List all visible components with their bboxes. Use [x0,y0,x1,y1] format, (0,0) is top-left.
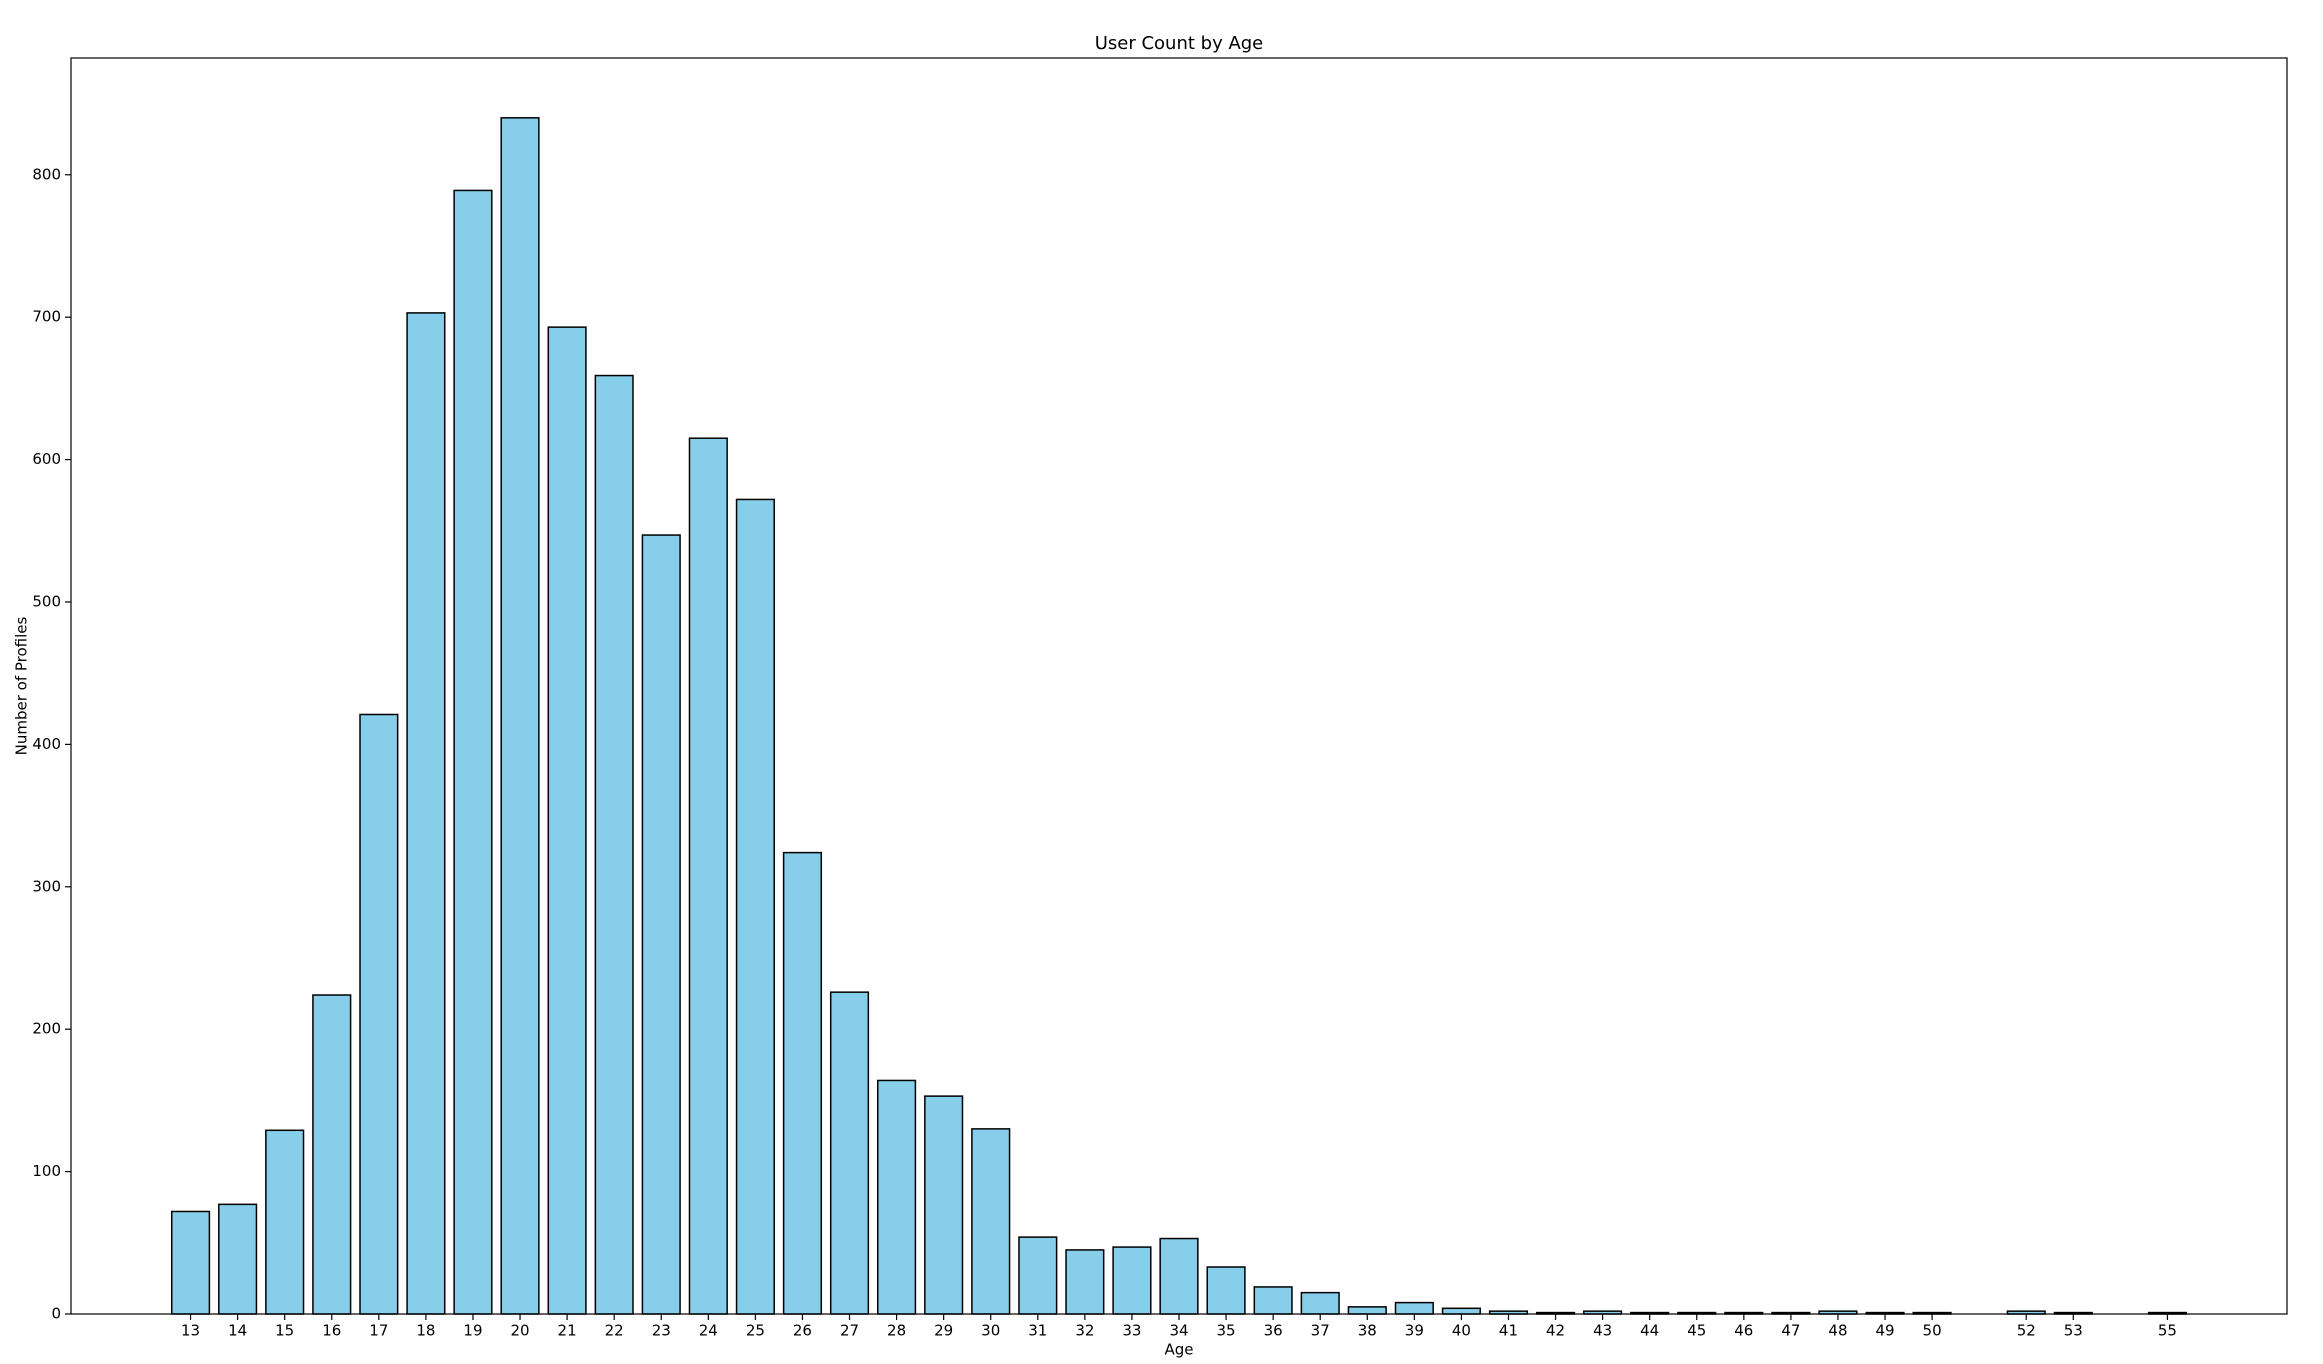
x-tick-label: 30 [981,1322,1000,1340]
bar [829,991,870,1315]
y-tick-label: 700 [32,308,61,326]
x-tick-label: 34 [1169,1322,1188,1340]
bar [1206,1266,1246,1315]
y-tick-label: 600 [32,450,61,468]
x-tick-label: 20 [510,1322,529,1340]
bar [735,498,775,1315]
x-tick-label: 50 [1923,1322,1942,1340]
bar [1347,1306,1387,1315]
bar [1159,1237,1199,1315]
bar [453,189,493,1315]
x-tick-label: 23 [652,1322,671,1340]
y-tick-label: 200 [32,1020,61,1038]
x-tick-label: 45 [1687,1322,1706,1340]
bar [218,1203,258,1315]
bar [170,1210,211,1315]
y-tick-label: 400 [32,735,61,753]
bar [547,326,587,1315]
bar [1441,1307,1481,1315]
y-tick-label: 100 [32,1162,61,1180]
x-tick-label: 36 [1264,1322,1283,1340]
x-tick-label: 55 [2158,1322,2177,1340]
bar [406,312,446,1315]
y-tick-label: 300 [32,877,61,895]
x-tick-label: 33 [1122,1322,1141,1340]
bar [1300,1291,1340,1315]
x-tick-label: 49 [1875,1322,1894,1340]
plot-frame [70,57,2288,1315]
bar [1112,1246,1152,1315]
y-tick-label: 0 [51,1305,61,1323]
x-tick-label: 13 [181,1322,200,1340]
bar [265,1129,305,1315]
bar [877,1079,917,1315]
x-tick-label: 21 [558,1322,577,1340]
x-tick-label: 15 [275,1322,294,1340]
bar [1394,1301,1434,1315]
x-tick-label: 28 [887,1322,906,1340]
x-tick-label: 31 [1028,1322,1047,1340]
x-tick-label: 40 [1452,1322,1471,1340]
x-tick-label: 19 [463,1322,482,1340]
bar [1018,1236,1058,1315]
y-tick-label: 800 [32,165,61,183]
bar [359,713,399,1315]
x-tick-label: 44 [1640,1322,1659,1340]
bar [641,534,681,1315]
x-tick-label: 41 [1499,1322,1518,1340]
x-tick-label: 18 [416,1322,435,1340]
bar [500,117,540,1315]
x-tick-label: 14 [228,1322,247,1340]
x-tick-label: 24 [699,1322,718,1340]
x-tick-label: 17 [369,1322,388,1340]
bar [924,1095,964,1315]
x-tick-label: 25 [746,1322,765,1340]
x-tick-label: 37 [1311,1322,1330,1340]
bar [1253,1286,1293,1315]
x-tick-label: 35 [1217,1322,1236,1340]
x-tick-label: 46 [1734,1322,1753,1340]
x-tick-label: 53 [2064,1322,2083,1340]
x-tick-label: 16 [322,1322,341,1340]
y-tick-label: 500 [32,592,61,610]
x-tick-label: 29 [934,1322,953,1340]
x-tick-label: 39 [1405,1322,1424,1340]
bar [594,374,634,1315]
bar [782,851,823,1315]
x-tick-label: 48 [1828,1322,1847,1340]
x-tick-label: 26 [793,1322,812,1340]
x-axis-label: Age [1164,1341,1193,1359]
x-tick-label: 32 [1075,1322,1094,1340]
bar [312,994,352,1315]
bar [1065,1249,1105,1315]
x-tick-label: 38 [1358,1322,1377,1340]
x-tick-label: 43 [1593,1322,1612,1340]
x-tick-label: 22 [605,1322,624,1340]
chart-title: User Count by Age [1095,33,1264,54]
x-tick-label: 27 [840,1322,859,1340]
x-tick-label: 47 [1781,1322,1800,1340]
bar [971,1128,1011,1315]
x-tick-label: 52 [2017,1322,2036,1340]
bar [688,437,728,1315]
x-tick-label: 42 [1546,1322,1565,1340]
y-axis-label: Number of Profiles [13,616,31,755]
